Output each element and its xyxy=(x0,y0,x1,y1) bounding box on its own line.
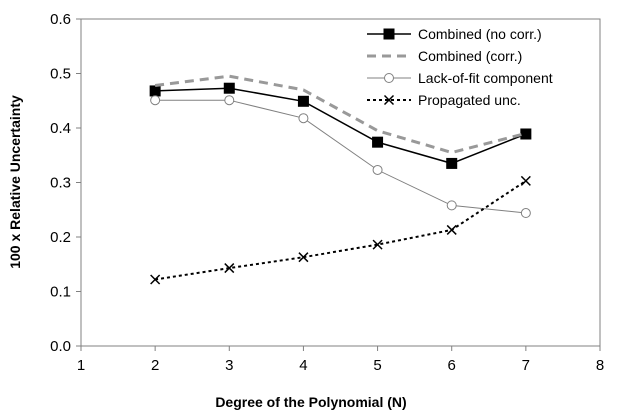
point-marker xyxy=(149,85,161,97)
legend: Combined (no corr.) Combined (corr.) Lack-… xyxy=(367,26,553,108)
x-axis: 1 2 3 4 5 6 7 8 xyxy=(77,346,604,374)
series-line xyxy=(155,99,526,214)
x-axis-title: Degree of the Polynomial (N) xyxy=(215,394,406,410)
series-layer xyxy=(149,74,532,285)
series-line xyxy=(154,180,527,281)
legend-label: Lack-of-fit component xyxy=(418,70,553,86)
series-line xyxy=(155,87,527,165)
point-marker xyxy=(224,95,235,106)
legend-item: Combined (no corr.) xyxy=(367,26,542,42)
x-tick-label: 8 xyxy=(596,357,604,374)
y-tick-label: 0.3 xyxy=(50,175,71,192)
point-marker xyxy=(446,224,457,235)
point-marker xyxy=(372,136,384,148)
series-propagated-unc xyxy=(150,175,531,285)
legend-label: Combined (no corr.) xyxy=(418,26,542,42)
point-marker xyxy=(446,157,458,169)
y-tick-label: 0.1 xyxy=(50,284,71,301)
point-marker xyxy=(446,200,457,211)
x-tick-label: 5 xyxy=(373,357,381,374)
legend-item: Lack-of-fit component xyxy=(367,70,553,86)
point-marker xyxy=(224,263,235,274)
point-marker xyxy=(520,175,531,186)
series-combined-corr xyxy=(154,74,527,155)
y-tick-label: 0.5 xyxy=(50,66,71,83)
point-marker xyxy=(150,95,161,106)
series-line xyxy=(154,74,527,155)
x-tick-label: 2 xyxy=(151,357,159,374)
point-marker xyxy=(520,128,532,140)
point-marker xyxy=(384,73,394,83)
y-tick-label: 0.0 xyxy=(50,338,71,355)
point-marker xyxy=(297,95,309,107)
x-tick-label: 7 xyxy=(522,357,530,374)
y-tick-label: 0.4 xyxy=(50,120,71,137)
x-tick-label: 1 xyxy=(77,357,85,374)
point-marker xyxy=(298,113,309,124)
y-axis: 0.0 0.1 0.2 0.3 0.4 0.5 0.6 xyxy=(50,11,81,355)
series-lack-of-fit-component xyxy=(150,95,531,219)
y-tick-label: 0.2 xyxy=(50,229,71,246)
point-marker xyxy=(150,274,161,285)
point-marker xyxy=(223,82,235,94)
point-marker xyxy=(372,239,383,250)
y-tick-label: 0.6 xyxy=(50,11,71,28)
legend-label: Propagated unc. xyxy=(418,92,521,108)
legend-label: Combined (corr.) xyxy=(418,48,522,64)
point-marker xyxy=(298,252,309,263)
x-tick-label: 4 xyxy=(299,357,307,374)
legend-item: Combined (corr.) xyxy=(367,48,522,64)
legend-item: Propagated unc. xyxy=(367,92,521,108)
x-tick-label: 6 xyxy=(448,357,456,374)
point-marker xyxy=(372,164,383,175)
y-axis-title: 100 x Relative Uncertainty xyxy=(7,95,23,269)
x-tick-label: 3 xyxy=(225,357,233,374)
point-marker xyxy=(383,94,395,106)
point-marker xyxy=(383,28,395,40)
point-marker xyxy=(520,208,531,219)
